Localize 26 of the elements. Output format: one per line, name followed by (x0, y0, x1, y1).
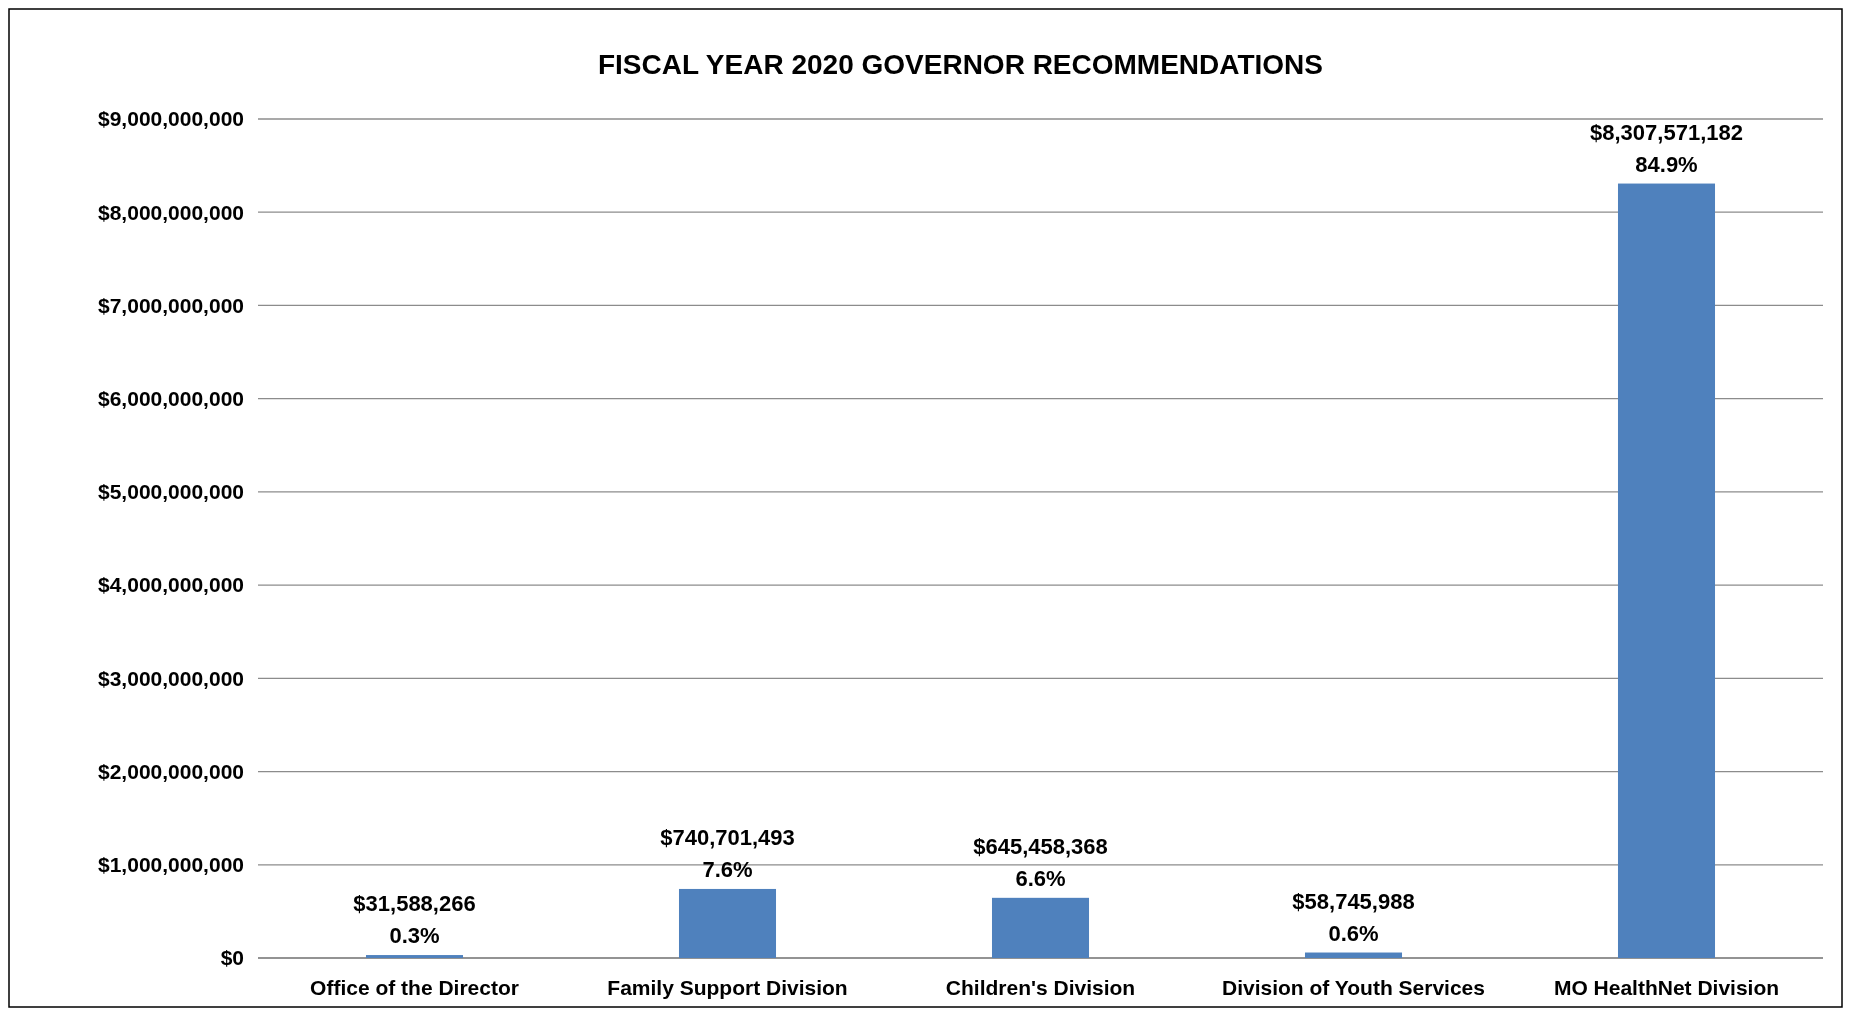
data-label: $31,588,266 0.3% (353, 891, 476, 949)
data-label: $58,745,988 0.6% (1292, 888, 1415, 946)
y-tick-label: $4,000,000,000 (98, 573, 244, 597)
bar (678, 888, 777, 958)
bar (1617, 183, 1716, 958)
y-tick-label: $7,000,000,000 (98, 293, 244, 317)
bar (365, 955, 464, 958)
x-tick-label: MO HealthNet Division (1553, 976, 1780, 999)
bar (1304, 952, 1403, 958)
x-tick-label: Division of Youth Services (1222, 976, 1485, 999)
y-tick-label: $9,000,000,000 (98, 107, 244, 131)
x-tick-label: Office of the Director (310, 976, 519, 999)
bar (991, 897, 1090, 958)
x-tick-label: Family Support Division (607, 976, 848, 999)
y-tick-label: $8,000,000,000 (98, 200, 244, 224)
y-tick-label: $1,000,000,000 (98, 853, 244, 877)
y-tick-label: $2,000,000,000 (98, 759, 244, 783)
data-label: $740,701,493 7.6% (660, 824, 795, 882)
y-tick-label: $3,000,000,000 (98, 666, 244, 690)
y-tick-label: $5,000,000,000 (98, 480, 244, 504)
data-label: $8,307,571,182 84.9% (1590, 119, 1743, 177)
chart-title: FISCAL YEAR 2020 GOVERNOR RECOMMENDATIONS (597, 49, 1324, 80)
y-tick-label: $6,000,000,000 (98, 387, 244, 411)
x-tick-label: Children's Division (945, 976, 1136, 999)
y-tick-label: $0 (220, 946, 244, 970)
data-label: $645,458,368 6.6% (973, 833, 1108, 891)
